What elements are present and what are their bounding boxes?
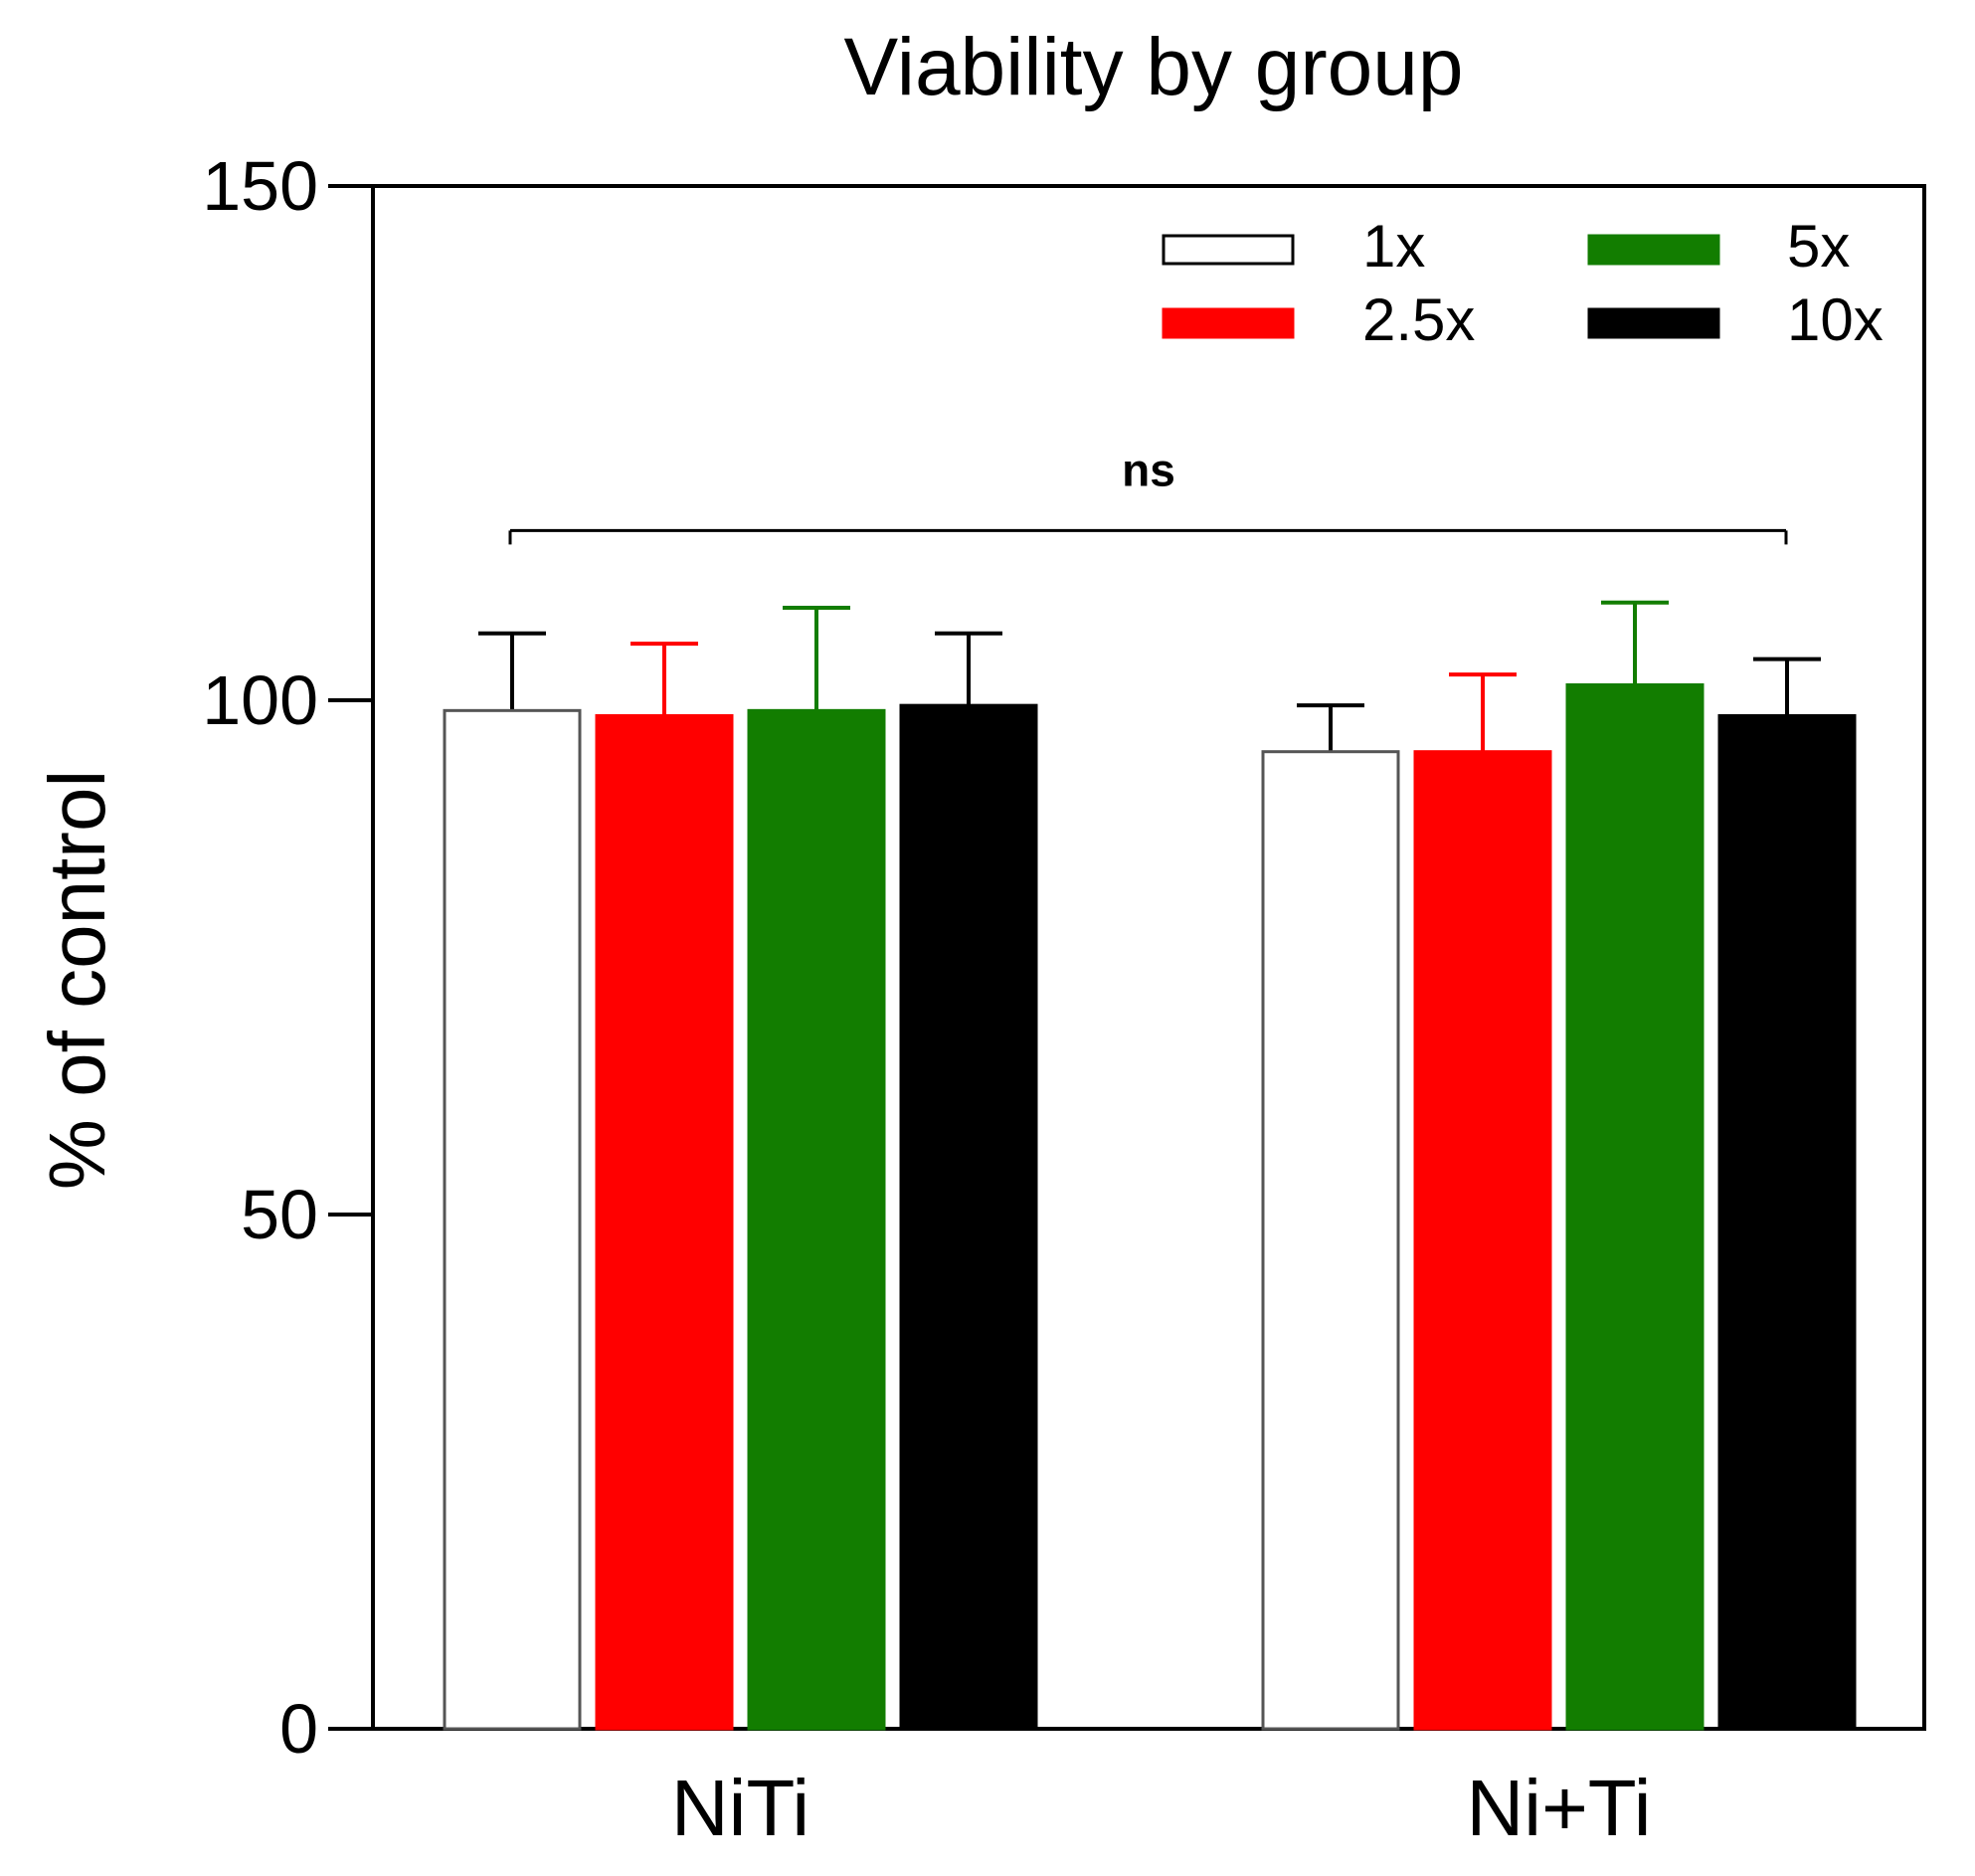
- bar-series: [443, 600, 1857, 1731]
- legend-swatch-10x: [1587, 307, 1720, 339]
- x-axis-labels: NiTi Ni+Ti: [671, 1764, 1652, 1852]
- y-tick-label: 100: [202, 661, 318, 739]
- bar-NiTi-1x: [443, 708, 582, 1731]
- y-axis-ticks: 0 50 100 150: [202, 147, 373, 1768]
- ns-label: ns: [1122, 444, 1175, 495]
- y-tick-label: 0: [279, 1690, 318, 1768]
- bar-NiTi-10x: [899, 703, 1038, 1731]
- plot-frame: [371, 184, 1926, 1731]
- legend-label-10x: 10x: [1787, 286, 1884, 353]
- legend-swatch-1x: [1162, 234, 1295, 266]
- legend-label-2.5x: 2.5x: [1362, 286, 1475, 353]
- bar-NiTi-5x: [747, 708, 886, 1731]
- legend-swatch-5x: [1587, 234, 1720, 266]
- bar-Ni+Ti-1x: [1261, 750, 1400, 1731]
- y-tick-label: 150: [202, 147, 318, 225]
- bar-Ni+Ti-5x: [1565, 682, 1705, 1731]
- plot-border: [371, 184, 1926, 1731]
- chart-title: Viability by group: [844, 22, 1464, 112]
- significance-annotation: ns: [508, 444, 1788, 545]
- bar-Ni+Ti-10x: [1717, 714, 1857, 1731]
- bar-NiTi-2.5x: [595, 714, 734, 1731]
- x-tick-label: Ni+Ti: [1467, 1764, 1652, 1852]
- legend-label-1x: 1x: [1362, 213, 1425, 280]
- legend-swatch-2.5x: [1162, 307, 1295, 339]
- legend-label-5x: 5x: [1787, 213, 1850, 280]
- x-tick-label: NiTi: [671, 1764, 809, 1852]
- y-tick-label: 50: [241, 1176, 318, 1253]
- y-axis-label: % of control: [33, 770, 121, 1190]
- bar-Ni+Ti-2.5x: [1413, 750, 1552, 1731]
